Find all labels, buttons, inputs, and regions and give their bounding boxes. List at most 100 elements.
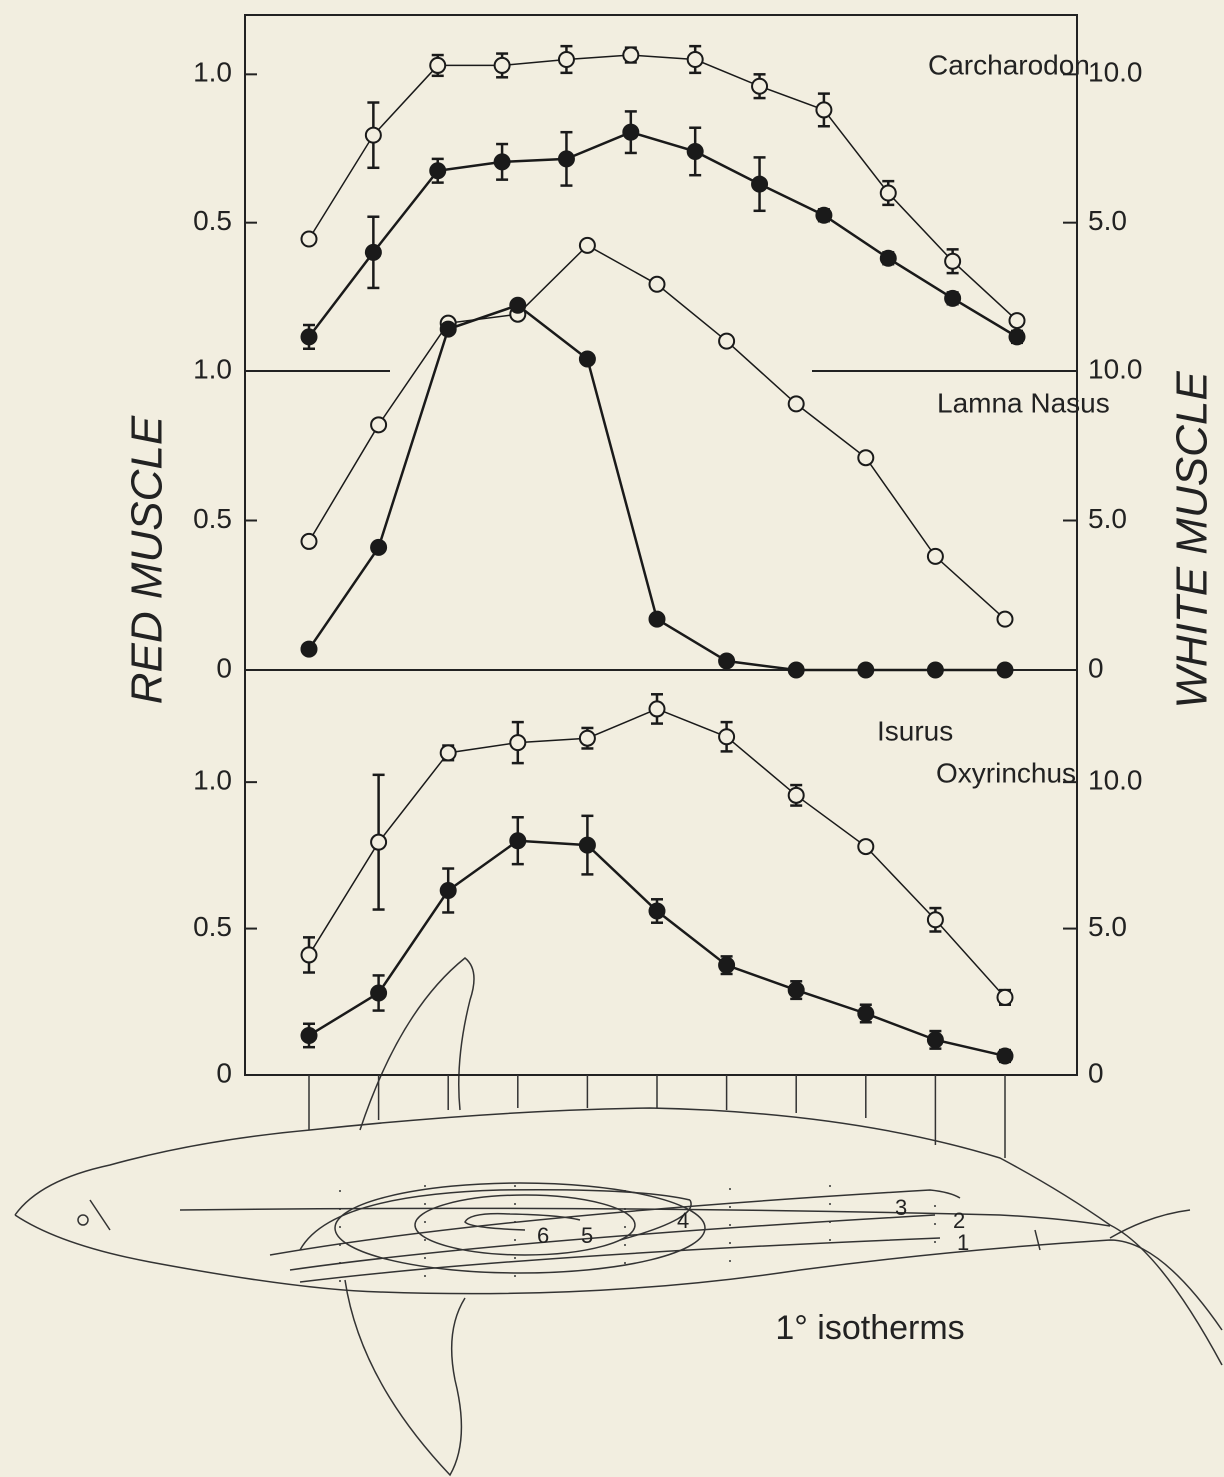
isotherm-label: 2 bbox=[953, 1208, 965, 1233]
open-marker bbox=[787, 395, 805, 413]
open-marker bbox=[1008, 312, 1026, 330]
y-tick-label: 1.0 bbox=[193, 353, 232, 384]
filled-marker bbox=[787, 661, 805, 679]
isotherm-label: 3 bbox=[895, 1195, 907, 1220]
filled-marker bbox=[751, 175, 769, 193]
y-tick-label: 0.5 bbox=[193, 503, 232, 534]
open-marker bbox=[300, 532, 318, 550]
filled-marker bbox=[429, 162, 447, 180]
filled-marker bbox=[926, 661, 944, 679]
y2-tick-label: 0 bbox=[1088, 1057, 1104, 1088]
open-marker bbox=[857, 838, 875, 856]
y2-tick-label: 10.0 bbox=[1088, 765, 1143, 796]
open-marker bbox=[370, 416, 388, 434]
filled-marker bbox=[815, 206, 833, 224]
y2-tick-label: 5.0 bbox=[1088, 503, 1127, 534]
filled-marker bbox=[578, 350, 596, 368]
filled-marker bbox=[300, 328, 318, 346]
open-marker bbox=[815, 101, 833, 119]
y-tick-label: 0.5 bbox=[193, 205, 232, 236]
open-marker bbox=[751, 77, 769, 95]
open-marker bbox=[364, 126, 382, 144]
y-tick-label: 0.5 bbox=[193, 911, 232, 942]
filled-marker bbox=[787, 981, 805, 999]
filled-marker bbox=[857, 661, 875, 679]
plot-frame bbox=[244, 14, 1078, 1076]
open-marker bbox=[578, 729, 596, 747]
y2-axis-label: WHITE MUSCLE bbox=[1168, 371, 1217, 709]
filled-marker bbox=[1008, 328, 1026, 346]
open-marker bbox=[944, 252, 962, 270]
filled-marker bbox=[439, 882, 457, 899]
filled-marker bbox=[509, 296, 527, 314]
open-marker bbox=[926, 911, 944, 929]
open-marker bbox=[857, 449, 875, 467]
isotherm-labels: 1 2 3 4 5 6 bbox=[537, 1195, 969, 1255]
filled-marker bbox=[493, 153, 511, 171]
open-marker bbox=[718, 332, 736, 350]
isotherm-label: 1 bbox=[957, 1230, 969, 1255]
filled-marker bbox=[364, 243, 382, 261]
filled-marker bbox=[648, 610, 666, 628]
filled-marker bbox=[300, 640, 318, 658]
open-marker bbox=[493, 56, 511, 74]
open-marker bbox=[686, 51, 704, 68]
filled-marker bbox=[370, 538, 388, 556]
isotherm-label: 6 bbox=[537, 1223, 549, 1248]
y-axis-label: RED MUSCLE bbox=[123, 415, 172, 704]
filled-marker bbox=[300, 1026, 318, 1044]
y2-tick-label: 0 bbox=[1088, 652, 1104, 683]
open-marker bbox=[578, 236, 596, 254]
filled-marker bbox=[648, 902, 666, 920]
open-marker bbox=[557, 51, 575, 68]
diagram-caption: 1° isotherms bbox=[775, 1309, 964, 1347]
filled-marker bbox=[439, 320, 457, 338]
filled-marker bbox=[944, 289, 962, 307]
open-marker bbox=[300, 230, 318, 248]
filled-marker bbox=[926, 1031, 944, 1049]
filled-marker bbox=[509, 832, 527, 850]
y2-tick-label: 10.0 bbox=[1088, 57, 1143, 88]
open-marker bbox=[429, 56, 447, 74]
open-marker bbox=[509, 734, 527, 752]
filled-marker bbox=[686, 142, 704, 160]
y-tick-label: 0 bbox=[216, 1057, 232, 1088]
open-marker bbox=[718, 728, 736, 746]
open-marker bbox=[926, 547, 944, 565]
panel-title: Lamna Nasus bbox=[937, 387, 1110, 418]
panel-title: Isurus bbox=[877, 715, 953, 746]
filled-marker bbox=[557, 150, 575, 168]
filled-marker bbox=[622, 123, 640, 141]
open-marker bbox=[648, 700, 666, 718]
series-line bbox=[308, 130, 1018, 338]
filled-marker bbox=[370, 984, 388, 1002]
panel-title: Carcharodon bbox=[928, 49, 1090, 80]
y2-tick-label: 5.0 bbox=[1088, 205, 1127, 236]
shark-drawing bbox=[14, 957, 1223, 1477]
filled-marker bbox=[718, 956, 736, 974]
y-tick-label: 1.0 bbox=[193, 57, 232, 88]
open-marker bbox=[370, 833, 388, 851]
filled-marker bbox=[879, 249, 897, 267]
isotherm-label: 5 bbox=[581, 1223, 593, 1248]
y2-tick-label: 5.0 bbox=[1088, 911, 1127, 942]
open-marker bbox=[622, 46, 640, 64]
isotherm-label: 4 bbox=[677, 1208, 689, 1233]
open-marker bbox=[996, 988, 1014, 1006]
open-marker bbox=[879, 184, 897, 202]
series-line bbox=[308, 54, 1018, 322]
open-marker bbox=[439, 744, 457, 762]
y-tick-label: 1.0 bbox=[193, 765, 232, 796]
open-marker bbox=[996, 610, 1014, 628]
filled-marker bbox=[578, 836, 596, 854]
y2-tick-label: 10.0 bbox=[1088, 353, 1143, 384]
open-marker bbox=[787, 786, 805, 804]
filled-marker bbox=[718, 652, 736, 670]
panel-title: Oxyrinchus bbox=[936, 757, 1076, 788]
open-marker bbox=[300, 946, 318, 964]
filled-marker bbox=[996, 661, 1014, 679]
filled-marker bbox=[996, 1047, 1014, 1065]
